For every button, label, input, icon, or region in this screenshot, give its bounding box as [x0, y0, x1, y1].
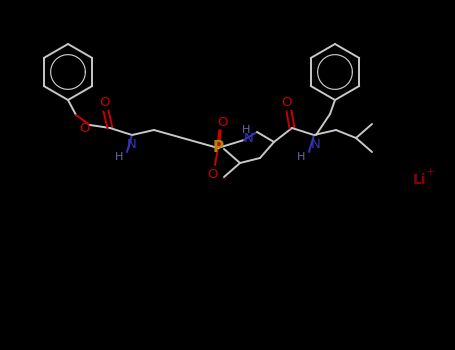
- Text: O: O: [99, 96, 109, 108]
- Text: O: O: [282, 96, 292, 108]
- Text: O: O: [217, 116, 227, 128]
- Text: N: N: [244, 132, 254, 145]
- Text: +: +: [425, 167, 435, 177]
- Text: ⁻: ⁻: [220, 176, 226, 186]
- Text: H: H: [115, 152, 123, 162]
- Text: O: O: [80, 121, 90, 134]
- Text: H: H: [242, 125, 250, 135]
- Text: N: N: [311, 139, 321, 152]
- Text: P: P: [212, 140, 223, 155]
- Text: H: H: [297, 152, 305, 162]
- Text: O: O: [208, 168, 218, 182]
- Text: Li: Li: [413, 173, 427, 187]
- Text: N: N: [127, 139, 137, 152]
